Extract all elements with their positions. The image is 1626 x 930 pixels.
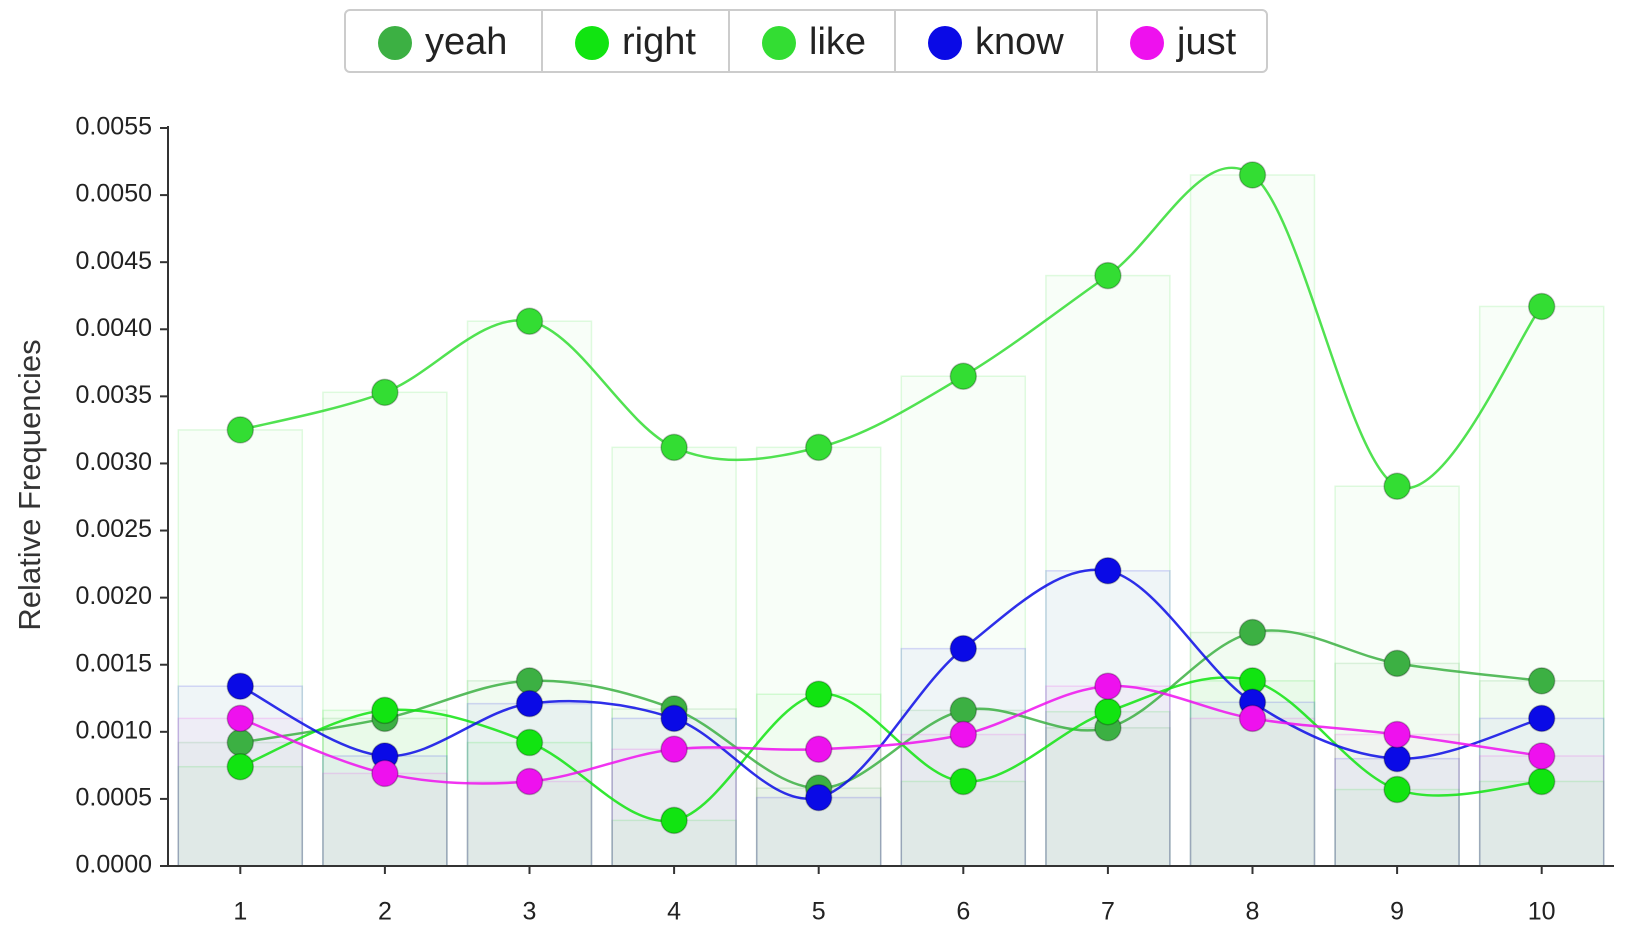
y-tick-label: 0.0025	[76, 515, 152, 543]
series-line	[239, 568, 1543, 801]
point	[1238, 704, 1267, 733]
y-tick-label: 0.0040	[76, 314, 152, 342]
legend-label: just	[1176, 21, 1237, 63]
y-axis-label: Relative Frequencies	[12, 339, 47, 630]
point	[1527, 742, 1556, 770]
point	[660, 433, 688, 462]
point	[515, 689, 544, 718]
legend-label: know	[975, 21, 1064, 63]
x-tick-label: 4	[667, 898, 681, 926]
point	[226, 416, 255, 444]
legend-marker	[575, 26, 609, 60]
x-tick-label: 1	[233, 898, 247, 926]
x-tick-label: 8	[1246, 898, 1260, 926]
point	[804, 783, 833, 812]
point	[1383, 720, 1411, 749]
y-tick-label: 0.0015	[76, 649, 152, 677]
x-tick-label: 2	[378, 898, 392, 926]
series-line	[239, 684, 1542, 785]
point	[1383, 744, 1411, 773]
point	[1527, 704, 1556, 733]
legend-label: like	[809, 21, 866, 63]
point	[1527, 292, 1556, 321]
y-tick-label: 0.0020	[76, 582, 152, 610]
x-tick-label: 6	[956, 898, 970, 926]
point	[515, 767, 544, 796]
legend-marker	[762, 26, 796, 60]
legend-marker	[928, 26, 962, 60]
y-tick-label: 0.0055	[76, 113, 152, 141]
point	[1094, 261, 1122, 290]
point	[1527, 667, 1556, 695]
point	[515, 307, 544, 335]
y-tick-label: 0.0000	[76, 851, 152, 879]
point	[1094, 557, 1122, 585]
legend-marker	[378, 26, 412, 60]
point	[1383, 472, 1411, 501]
bar	[1189, 717, 1316, 867]
y-tick-label: 0.0045	[76, 247, 152, 275]
point	[1383, 775, 1411, 804]
point	[949, 362, 978, 390]
point	[949, 634, 978, 663]
point	[949, 696, 978, 725]
legend-label: right	[622, 21, 696, 63]
point	[226, 704, 255, 733]
point	[1094, 697, 1122, 726]
y-tick-label: 0.0030	[76, 448, 152, 476]
x-tick-label: 9	[1390, 898, 1404, 926]
y-tick-label: 0.0050	[76, 180, 152, 208]
point	[949, 720, 978, 749]
point	[949, 767, 978, 796]
bar	[322, 772, 448, 867]
y-tick-label: 0.0010	[76, 716, 152, 744]
x-tick-label: 10	[1528, 898, 1556, 926]
point	[371, 759, 399, 788]
point	[660, 806, 688, 835]
point	[371, 696, 399, 725]
legend-box	[344, 9, 1268, 73]
point	[226, 728, 255, 757]
point	[660, 704, 688, 733]
point	[1527, 767, 1556, 796]
point	[1238, 618, 1267, 647]
x-tick-label: 3	[523, 898, 537, 926]
x-tick-label: 5	[812, 898, 826, 926]
point	[1383, 649, 1411, 678]
point	[1238, 161, 1267, 189]
legend-marker	[1130, 26, 1164, 60]
point	[660, 735, 688, 764]
bar	[900, 733, 1027, 867]
x-tick-label: 7	[1101, 898, 1115, 926]
series-line	[240, 629, 1542, 790]
point	[1094, 672, 1122, 700]
point	[804, 680, 833, 708]
legend-label: yeah	[425, 21, 507, 63]
point	[226, 752, 255, 781]
y-tick-label: 0.0035	[76, 381, 152, 409]
point	[804, 433, 833, 462]
y-tick-label: 0.0005	[76, 784, 152, 812]
point	[371, 378, 399, 407]
point	[226, 672, 255, 700]
point	[804, 735, 833, 764]
point	[515, 728, 544, 757]
